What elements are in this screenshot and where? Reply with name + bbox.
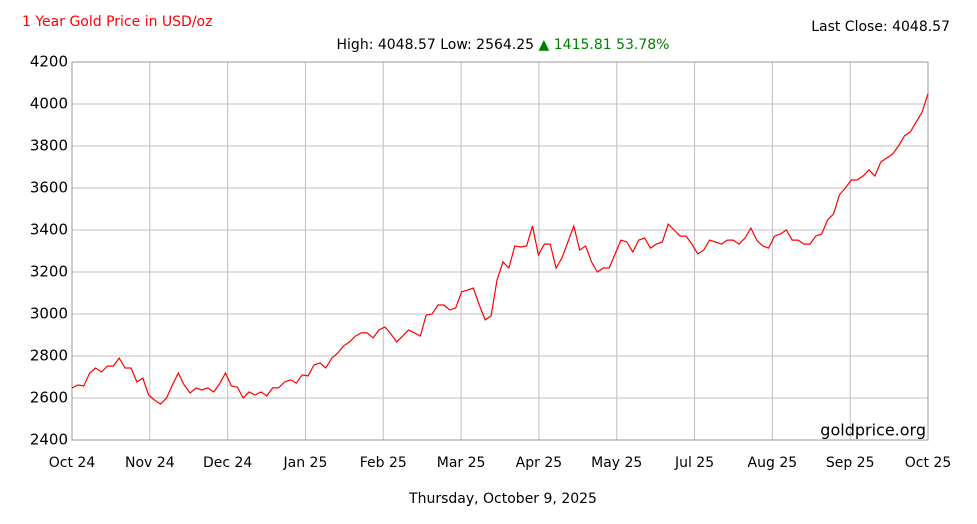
y-tick-label: 3600 bbox=[30, 179, 68, 197]
date: Thursday, October 9, 2025 bbox=[408, 491, 597, 507]
x-tick-label: Oct 25 bbox=[905, 455, 951, 471]
stats: High: 4048.57 Low: 2564.25 ▲ 1415.81 53.… bbox=[337, 37, 670, 53]
x-tick-label: Sep 25 bbox=[826, 455, 875, 471]
plot-border bbox=[71, 61, 929, 441]
x-tick-label: Aug 25 bbox=[748, 455, 798, 471]
y-tick-label: 4000 bbox=[30, 95, 68, 113]
x-tick-label: Apr 25 bbox=[516, 455, 562, 471]
change: ▲ 1415.81 53.78% bbox=[539, 37, 670, 53]
price-line bbox=[71, 93, 929, 405]
x-tick-label: Nov 24 bbox=[125, 455, 175, 471]
x-tick-label: Jan 25 bbox=[283, 455, 328, 471]
y-tick-label: 2800 bbox=[30, 347, 68, 365]
y-tick-label: 3400 bbox=[30, 221, 68, 239]
x-tick-label: Mar 25 bbox=[437, 455, 486, 471]
y-tick-label: 3000 bbox=[30, 305, 68, 323]
y-tick-label: 4200 bbox=[30, 53, 68, 71]
y-tick-label: 3200 bbox=[30, 263, 68, 281]
x-tick-label: Oct 24 bbox=[49, 455, 96, 471]
chart-title: 1 Year Gold Price in USD/oz bbox=[22, 14, 212, 30]
x-tick-label: Dec 24 bbox=[203, 455, 252, 471]
x-tick-label: Feb 25 bbox=[360, 455, 407, 471]
y-tick-label: 3800 bbox=[30, 137, 68, 155]
y-tick-label: 2600 bbox=[30, 389, 68, 407]
x-tick-label: May 25 bbox=[591, 455, 642, 471]
high-low: High: 4048.57 Low: 2564.25 bbox=[337, 37, 535, 53]
y-tick-label: 2400 bbox=[30, 431, 68, 449]
last-close: Last Close: 4048.57 bbox=[811, 19, 950, 35]
x-tick-label: Jul 25 bbox=[674, 455, 714, 471]
watermark: goldprice.org bbox=[820, 421, 926, 440]
